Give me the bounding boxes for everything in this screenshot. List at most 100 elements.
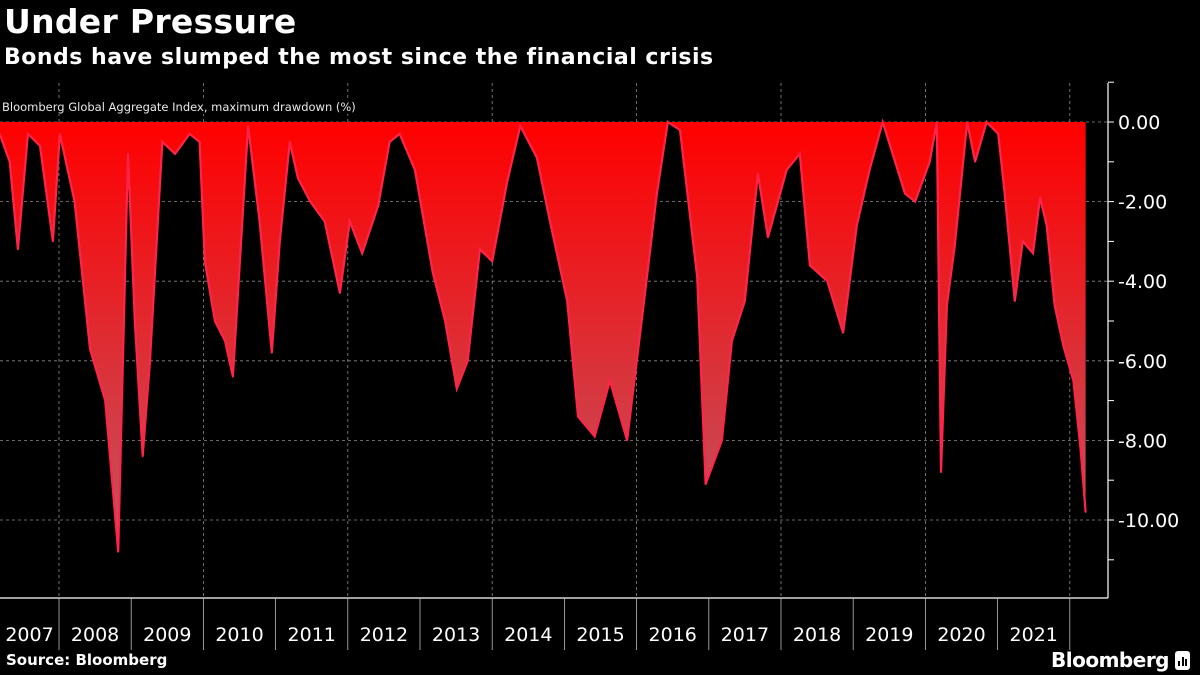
data-point bbox=[536, 156, 538, 159]
x-tick-label: 2014 bbox=[504, 624, 552, 646]
data-point bbox=[997, 133, 1000, 135]
data-point bbox=[270, 351, 273, 354]
data-point bbox=[904, 192, 906, 195]
x-tick-label: 2013 bbox=[432, 624, 480, 646]
data-point bbox=[296, 176, 299, 179]
data-point bbox=[174, 152, 177, 155]
x-tick-label: 2009 bbox=[143, 624, 191, 646]
data-point bbox=[203, 260, 206, 263]
data-point bbox=[161, 141, 164, 143]
x-tick-label: 2016 bbox=[649, 624, 697, 646]
data-point bbox=[519, 125, 522, 127]
y-tick-label: -10.00 bbox=[1118, 510, 1179, 532]
data-point bbox=[940, 471, 942, 474]
data-point bbox=[323, 220, 326, 223]
data-point bbox=[309, 200, 312, 203]
data-point bbox=[1045, 224, 1048, 227]
drawdown-line bbox=[0, 118, 1087, 552]
data-point bbox=[809, 264, 811, 267]
data-point bbox=[361, 252, 364, 255]
data-point bbox=[704, 483, 707, 486]
x-tick-label: 2015 bbox=[576, 624, 624, 646]
data-point bbox=[491, 260, 494, 263]
data-point bbox=[798, 152, 801, 155]
data-point bbox=[757, 172, 759, 175]
x-tick-label: 2017 bbox=[721, 624, 769, 646]
data-point bbox=[506, 180, 509, 183]
data-point bbox=[224, 340, 226, 342]
data-point bbox=[1072, 379, 1075, 382]
data-point bbox=[198, 141, 201, 143]
x-tick-label: 2010 bbox=[215, 624, 263, 646]
data-point bbox=[1062, 344, 1064, 346]
data-point bbox=[721, 439, 723, 442]
drawdown-area bbox=[0, 122, 1086, 552]
data-point bbox=[0, 133, 1, 135]
data-point bbox=[348, 220, 351, 223]
data-point bbox=[479, 248, 481, 251]
data-point bbox=[666, 121, 669, 123]
bloomberg-chart-icon bbox=[1175, 650, 1190, 670]
y-tick-label: 0.00 bbox=[1118, 112, 1160, 134]
source-note: Source: Bloomberg bbox=[6, 651, 168, 669]
data-point bbox=[935, 121, 938, 123]
data-point bbox=[966, 121, 969, 123]
data-point bbox=[881, 121, 884, 123]
data-point bbox=[27, 133, 29, 135]
data-point bbox=[258, 220, 261, 223]
data-point bbox=[914, 200, 916, 203]
chart-title: Under Pressure bbox=[4, 2, 297, 41]
logo-text: Bloomberg bbox=[1051, 648, 1169, 672]
data-point bbox=[609, 379, 611, 382]
data-point bbox=[985, 121, 988, 123]
data-point bbox=[247, 125, 250, 127]
x-tick-label: 2018 bbox=[793, 624, 841, 646]
data-point bbox=[696, 276, 699, 279]
x-tick-label: 2021 bbox=[1010, 624, 1058, 646]
x-tick-label: 2011 bbox=[288, 624, 336, 646]
data-point bbox=[214, 320, 216, 322]
data-point bbox=[388, 141, 391, 143]
data-point bbox=[8, 160, 11, 163]
chart-subtitle: Bonds have slumped the most since the fi… bbox=[4, 45, 714, 70]
data-point bbox=[73, 200, 76, 203]
x-tick-label: 2012 bbox=[360, 624, 408, 646]
x-tick-label: 2020 bbox=[937, 624, 985, 646]
y-axis-label: Bloomberg Global Aggregate Index, maximu… bbox=[2, 100, 359, 114]
data-point bbox=[278, 240, 281, 243]
data-point bbox=[549, 220, 551, 223]
data-point bbox=[149, 359, 151, 362]
data-point bbox=[377, 204, 380, 207]
data-point bbox=[928, 160, 931, 163]
data-point bbox=[1084, 511, 1087, 513]
bloomberg-logo: Bloomberg bbox=[1051, 648, 1190, 672]
y-tick-label: -8.00 bbox=[1118, 430, 1167, 452]
data-point bbox=[17, 248, 19, 251]
data-point bbox=[1003, 192, 1006, 195]
data-point bbox=[642, 308, 644, 310]
x-tick-label: 2019 bbox=[865, 624, 913, 646]
data-point bbox=[52, 240, 54, 243]
x-tick-label: 2007 bbox=[5, 624, 53, 646]
data-point bbox=[133, 320, 136, 322]
data-point bbox=[1013, 300, 1016, 302]
data-point bbox=[767, 236, 769, 239]
data-point bbox=[946, 304, 948, 306]
data-point bbox=[974, 160, 976, 163]
data-point bbox=[1039, 196, 1041, 199]
data-point bbox=[826, 280, 829, 283]
data-point bbox=[104, 399, 107, 402]
data-point bbox=[127, 152, 129, 155]
axes: 0.00 -2.00 -4.00 -6.00 -8.00 -10.00 2007 2008 20… bbox=[0, 81, 1179, 650]
data-point bbox=[566, 300, 569, 302]
data-point bbox=[232, 375, 234, 378]
data-point bbox=[414, 168, 416, 171]
y-tick-label: -6.00 bbox=[1118, 351, 1167, 373]
data-point bbox=[455, 387, 458, 390]
y-tick-label: -4.00 bbox=[1118, 271, 1167, 293]
data-point bbox=[1079, 447, 1082, 450]
data-point bbox=[868, 168, 871, 171]
data-point bbox=[188, 133, 191, 135]
data-point bbox=[626, 439, 628, 442]
